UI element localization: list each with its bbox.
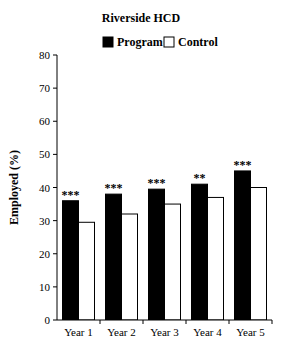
y-tick-label: 70	[39, 82, 51, 94]
y-tick-label: 10	[39, 281, 51, 293]
significance-label: ***	[148, 176, 166, 190]
y-tick	[53, 253, 57, 254]
bar	[165, 204, 181, 320]
x-tick	[143, 320, 144, 324]
x-tick-label: Year 4	[193, 326, 222, 338]
chart-svg: Riverside HCD Program Control Employed (%) 0…	[0, 0, 282, 356]
chart-title: Riverside HCD	[102, 11, 181, 25]
y-tick	[53, 220, 57, 221]
x-axis	[57, 320, 272, 321]
bar	[149, 189, 165, 320]
bars	[63, 171, 267, 320]
significance-label: ***	[62, 188, 80, 202]
bar	[251, 188, 267, 321]
bar	[235, 171, 251, 320]
x-tick	[272, 320, 273, 324]
y-axis	[57, 55, 58, 320]
y-tick-label: 20	[39, 248, 51, 260]
significance-label: ***	[234, 158, 252, 172]
x-tick	[100, 320, 101, 324]
bar	[106, 194, 122, 320]
x-tick	[229, 320, 230, 324]
bar	[192, 184, 208, 320]
chart-container: Riverside HCD Program Control Employed (%) 0…	[0, 0, 282, 356]
y-tick-label: 40	[39, 182, 51, 194]
x-tick	[186, 320, 187, 324]
legend-swatch	[164, 37, 174, 47]
y-tick	[53, 286, 57, 287]
legend-swatch	[103, 37, 113, 47]
bar	[79, 222, 95, 320]
bar	[63, 201, 79, 320]
bar	[122, 214, 138, 320]
legend-label: Control	[178, 35, 218, 49]
x-tick-label: Year 3	[150, 326, 179, 338]
y-tick-label: 0	[45, 314, 51, 326]
y-tick-label: 60	[39, 115, 51, 127]
x-tick-label: Year 5	[236, 326, 265, 338]
y-tick	[53, 320, 57, 321]
bar	[208, 197, 224, 320]
y-tick-label: 80	[39, 49, 51, 61]
significance-label: ***	[105, 181, 123, 195]
legend-label: Program	[117, 35, 163, 49]
y-tick	[53, 187, 57, 188]
y-tick	[53, 154, 57, 155]
y-tick	[53, 121, 57, 122]
x-tick-label: Year 1	[64, 326, 93, 338]
y-tick-label: 50	[39, 148, 51, 160]
x-tick-label: Year 2	[107, 326, 136, 338]
y-tick	[53, 88, 57, 89]
significance-label: **	[194, 171, 206, 185]
y-tick	[53, 55, 57, 56]
y-axis-label: Employed (%)	[7, 150, 21, 225]
y-tick-label: 30	[39, 215, 51, 227]
